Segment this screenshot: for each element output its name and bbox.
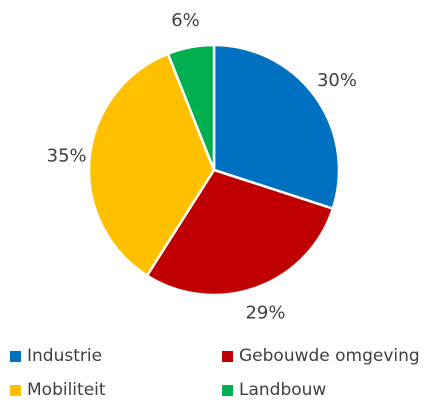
legend-item-mobiliteit[interactable]: Mobiliteit <box>10 379 106 401</box>
data-label-industrie: 30% <box>317 70 357 91</box>
data-label-landbouw: 6% <box>171 10 200 31</box>
legend-label-mobiliteit: Mobiliteit <box>27 380 106 400</box>
legend-swatch-gebouwde-omgeving <box>222 350 233 362</box>
pie-slice-industrie[interactable] <box>212 43 341 210</box>
pie-slice-gebouwde-omgeving[interactable] <box>145 168 335 297</box>
legend-swatch-industrie <box>10 350 21 362</box>
pie-data-labels: 30% 29% 35% 6% <box>47 10 357 323</box>
pie-slice-landbouw[interactable] <box>166 43 216 172</box>
data-label-gebouwde-omgeving: 29% <box>245 303 285 324</box>
data-label-mobiliteit: 35% <box>47 146 87 167</box>
legend-label-industrie: Industrie <box>27 346 103 366</box>
legend-swatch-landbouw <box>222 384 233 396</box>
legend-label-gebouwde-omgeving: Gebouwde omgeving <box>239 346 420 366</box>
pie-slice-mobiliteit[interactable] <box>87 52 216 277</box>
legend-item-landbouw[interactable]: Landbouw <box>222 379 326 401</box>
legend-item-industrie[interactable]: Industrie <box>10 345 102 367</box>
legend-item-gebouwde-omgeving[interactable]: Gebouwde omgeving <box>222 345 420 367</box>
legend-swatch-mobiliteit <box>10 384 21 396</box>
pie-slices <box>87 43 341 297</box>
legend-label-landbouw: Landbouw <box>239 380 327 400</box>
